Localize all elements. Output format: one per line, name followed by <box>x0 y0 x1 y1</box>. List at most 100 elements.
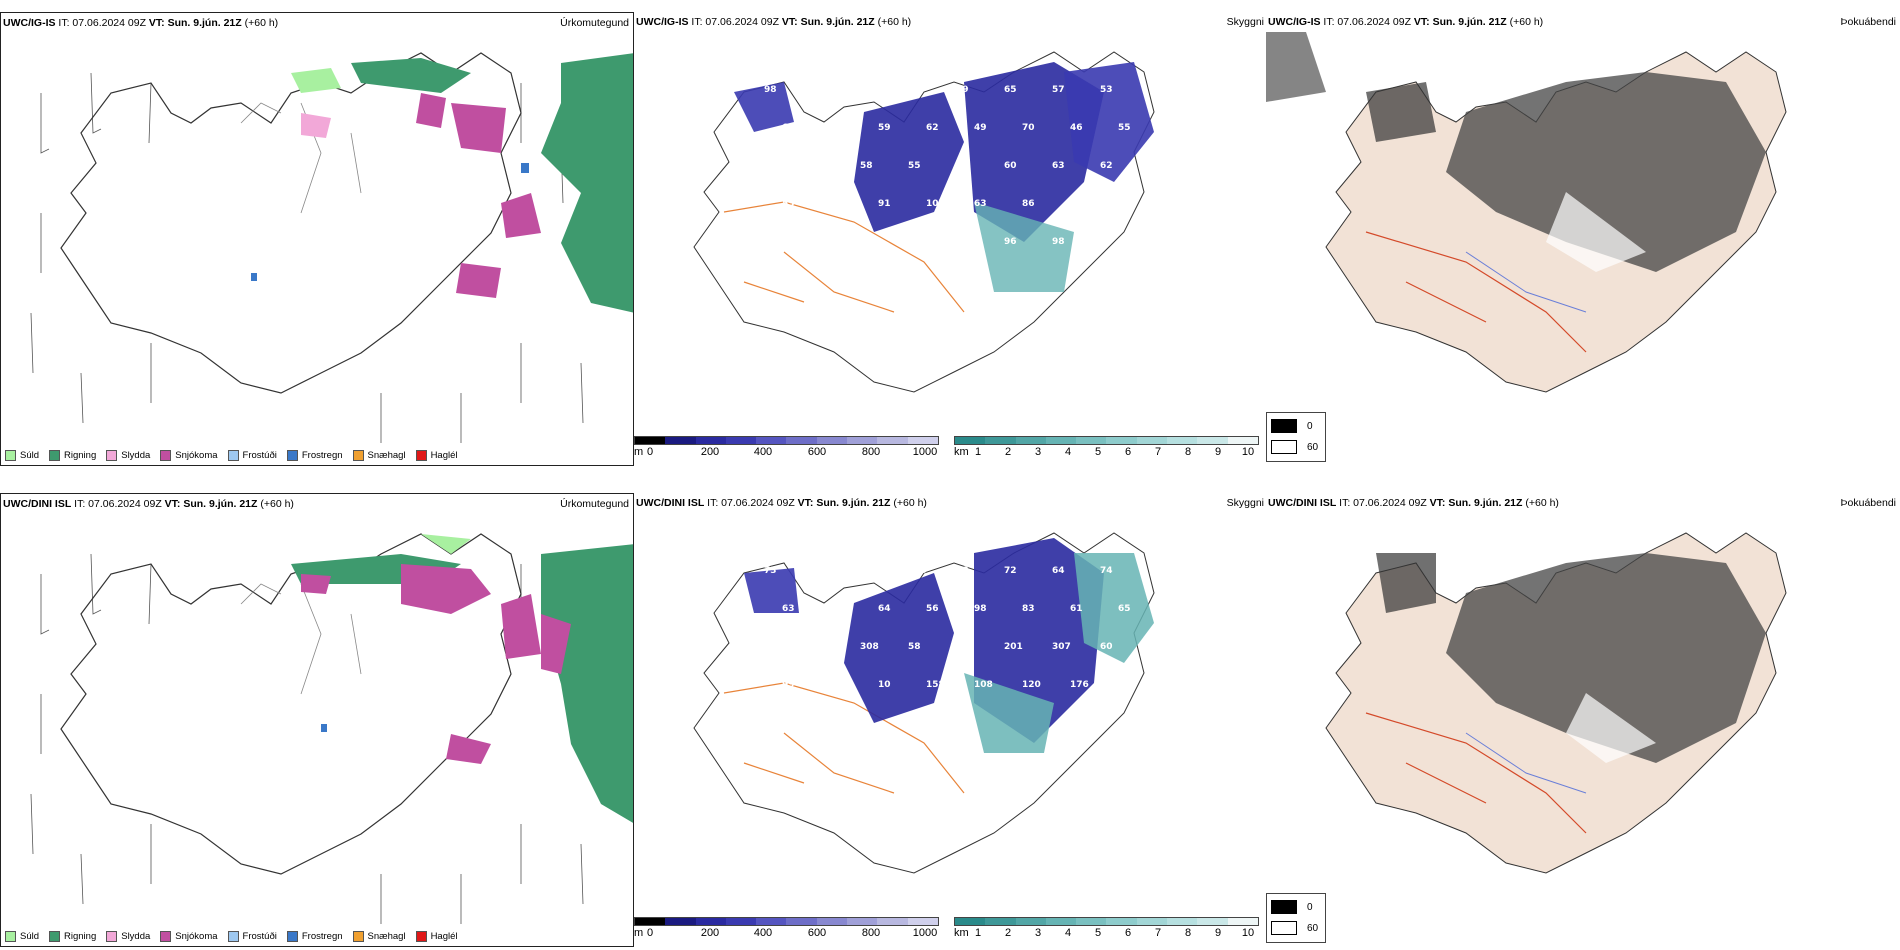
snow-area <box>451 103 506 153</box>
precip-panel-row2: UWC/DINI ISL IT: 07.06.2024 09Z VT: Sun.… <box>0 493 634 947</box>
valid-time: VT: Sun. 9.jún. 21Z <box>164 498 258 510</box>
visibility-label: 81 <box>812 718 825 728</box>
visibility-label: 85 <box>764 237 777 247</box>
visibility-label: 90 <box>812 85 825 95</box>
height-scale: m 0 200 400 600 800 1000 <box>634 917 944 943</box>
fog-panel-row1: UWC/IG-IS IT: 07.06.2024 09Z VT: Sun. 9.… <box>1266 12 1900 466</box>
visibility-label: 87 <box>764 718 777 728</box>
visibility-label: 91 <box>878 199 891 209</box>
visibility-label: 82 <box>956 237 969 247</box>
lead-time: (+60 h) <box>244 17 279 29</box>
visibility-label: 60 <box>1004 161 1017 171</box>
visibility-label: 59 <box>782 275 795 285</box>
color-bar-step <box>955 437 986 444</box>
visibility-label: 98 <box>908 237 921 247</box>
precip-map <box>30 533 633 924</box>
visibility-label: 78 <box>908 85 921 95</box>
visibility-label: 98 <box>974 604 987 614</box>
color-bar-step <box>1167 918 1198 925</box>
color-bar-step <box>1167 437 1198 444</box>
panel-type-label: Úrkomutegund <box>560 17 629 29</box>
color-bar-step <box>725 918 757 925</box>
visibility-label: 59 <box>878 123 891 133</box>
visibility-label: 307 <box>1052 642 1071 652</box>
precip-legend: Súld Rigning Slydda Snjókoma Frostúði Fr… <box>5 450 458 461</box>
visibility-label: 308 <box>860 642 879 652</box>
fog-swatch-high <box>1271 419 1297 433</box>
visibility-map: 98 90 105 78 69 65 57 53 69 58 59 62 49 70 46 55 70 60 58 5… <box>693 51 1155 393</box>
color-bar-step <box>1197 918 1228 925</box>
color-bar-step <box>756 437 787 444</box>
visibility-label: 60 <box>1100 642 1113 652</box>
visibility-label: 61 <box>1070 604 1083 614</box>
panel-type-label: Þokuábendi <box>1840 497 1896 509</box>
swatch-slydda <box>106 931 118 942</box>
visibility-label: 108 <box>974 680 993 690</box>
visibility-label: 126 <box>812 642 831 652</box>
visibility-label: 96 <box>812 566 825 576</box>
visibility-labels: 98 90 105 78 69 65 57 53 69 58 59 62 49 70 46 55 70 60 58 5… <box>764 85 1131 285</box>
color-bar-step <box>955 918 986 925</box>
color-bar-step <box>1076 437 1107 444</box>
model-name: UWC/IG-IS <box>3 17 56 29</box>
visibility-label: 64 <box>878 275 891 285</box>
visibility-label: 96 <box>1004 237 1017 247</box>
init-time: IT: 07.06.2024 09Z <box>58 17 146 29</box>
height-color-bar <box>634 436 939 445</box>
cloud-color-bar <box>954 917 1259 926</box>
model-name: UWC/DINI ISL <box>3 498 72 510</box>
lead-time: (+60 h) <box>260 498 294 510</box>
swatch-haglel <box>415 931 427 942</box>
panel-type-label: Þokuábendi <box>1840 16 1896 28</box>
visibility-label: 99 <box>782 680 795 690</box>
visibility-label: 89 <box>956 718 969 728</box>
visibility-label: 53 <box>1100 85 1113 95</box>
visibility-label: 98 <box>1052 237 1065 247</box>
color-bar-step <box>907 918 938 925</box>
visibility-label: 105 <box>860 85 879 95</box>
visibility-label: 69 <box>782 123 795 133</box>
visibility-label: 66 <box>830 680 843 690</box>
visibility-label: 176 <box>1070 680 1089 690</box>
valid-time: VT: Sun. 9.jún. 21Z <box>148 17 242 29</box>
swatch-rigning <box>49 931 61 942</box>
color-bar-step <box>786 918 817 925</box>
visibility-label: 113 <box>908 566 927 576</box>
cloud-scale: km 1 2 3 4 5 6 7 8 9 10 <box>954 917 1264 943</box>
visibility-label: 53 <box>956 642 969 652</box>
visibility-label: 71 <box>830 604 843 614</box>
visibility-label: 70 <box>812 237 825 247</box>
color-bar-step <box>816 918 848 925</box>
visibility-label: 158 <box>926 680 945 690</box>
swatch-snjokoma <box>160 931 172 942</box>
visibility-label: 70 <box>764 161 777 171</box>
visibility-label: 98 <box>764 642 777 652</box>
swatch-sudl <box>5 450 16 461</box>
visibility-map: 73 96 85 113 68 72 64 74 63 71 64 56 98 83 61 65 98 126 30… <box>693 532 1155 874</box>
visibility-label: 201 <box>1004 642 1023 652</box>
visibility-label: 63 <box>974 199 987 209</box>
swatch-frostregn <box>286 450 298 461</box>
visibility-label: 69 <box>860 237 873 247</box>
panel-type-label: Skyggni <box>1226 16 1264 28</box>
visibility-label: 53 <box>782 199 795 209</box>
visibility-label: 65 <box>1004 85 1017 95</box>
color-bar-step <box>1045 437 1077 444</box>
visibility-label: 90 <box>1118 199 1131 209</box>
color-bar-step <box>1136 437 1168 444</box>
visibility-label: 74 <box>1100 566 1113 576</box>
color-bar-step <box>1197 437 1228 444</box>
panel-type-label: Skyggni <box>1226 497 1264 509</box>
color-bar-step <box>816 437 848 444</box>
swatch-snaehagl <box>352 450 364 461</box>
precip-legend: Súld Rigning Slydda Snjókoma Frostúði Fr… <box>5 931 458 942</box>
color-bar-step <box>1045 918 1077 925</box>
color-bar-step <box>1227 918 1258 925</box>
visibility-label: 98 <box>860 718 873 728</box>
fog-panel-row2: UWC/DINI ISL IT: 07.06.2024 09Z VT: Sun.… <box>1266 493 1900 947</box>
color-bar-step <box>847 918 878 925</box>
visibility-label: 69 <box>956 85 969 95</box>
color-bar-step <box>985 437 1016 444</box>
visibility-label: 46 <box>1070 123 1083 133</box>
color-bar-step <box>1106 437 1137 444</box>
